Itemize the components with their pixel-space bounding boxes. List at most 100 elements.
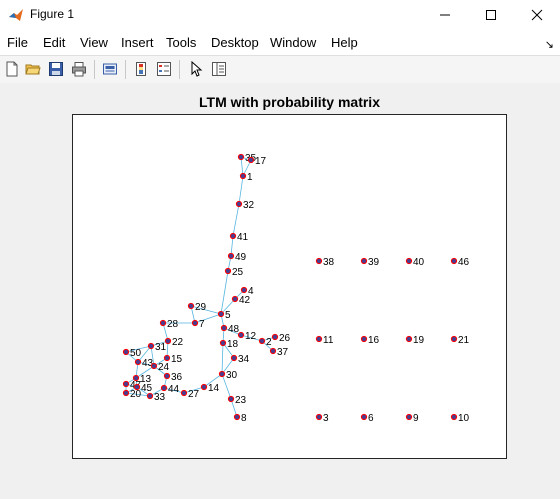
graph-node-15 bbox=[163, 354, 171, 362]
graph-node-14 bbox=[200, 383, 208, 391]
graph-edge bbox=[232, 203, 240, 237]
dock-arrow-icon[interactable]: ↘ bbox=[544, 39, 554, 51]
graph-node-12 bbox=[237, 331, 245, 339]
print-icon bbox=[72, 62, 86, 77]
graph-node-6 bbox=[360, 413, 368, 421]
graph-node-label: 27 bbox=[188, 389, 200, 400]
graph-node-label: 26 bbox=[279, 333, 291, 344]
graph-edge bbox=[221, 357, 235, 375]
menu-help[interactable]: Help bbox=[331, 35, 358, 50]
graph-node-25 bbox=[224, 267, 232, 275]
toolbar-separator bbox=[125, 60, 126, 79]
graph-node-28 bbox=[159, 319, 167, 327]
graph-node-8 bbox=[233, 413, 241, 421]
graph-node-label: 40 bbox=[413, 257, 425, 268]
menu-window[interactable]: Window bbox=[270, 35, 317, 50]
close-icon bbox=[531, 9, 543, 21]
menu-bar: File Edit View Insert Tools Desktop Wind… bbox=[0, 30, 560, 55]
graph-edge bbox=[125, 392, 151, 397]
graph-node-label: 24 bbox=[158, 362, 170, 373]
graph-edge bbox=[163, 387, 185, 394]
plot-axes[interactable]: 3517132414925442295287481226222183137501… bbox=[72, 114, 507, 459]
maximize-button[interactable] bbox=[468, 0, 514, 30]
graph-node-31 bbox=[147, 342, 155, 350]
graph-node-33 bbox=[146, 392, 154, 400]
graph-node-21 bbox=[450, 335, 458, 343]
window-title: Figure 1 bbox=[30, 7, 75, 21]
graph-node-48 bbox=[220, 324, 228, 332]
graph-node-label: 33 bbox=[154, 392, 166, 403]
graph-node-label: 10 bbox=[458, 413, 470, 424]
graph-node-label: 31 bbox=[155, 342, 167, 353]
open-file-button[interactable] bbox=[24, 60, 42, 78]
graph-node-label: 7 bbox=[199, 319, 205, 330]
minimize-icon bbox=[440, 14, 450, 16]
graph-node-label: 43 bbox=[142, 358, 154, 369]
graph-edge bbox=[222, 342, 235, 359]
graph-node-45 bbox=[133, 383, 141, 391]
save-icon bbox=[49, 62, 63, 76]
graph-node-label: 49 bbox=[235, 252, 247, 263]
graph-edge bbox=[238, 175, 244, 205]
pointer-button[interactable] bbox=[187, 60, 205, 78]
graph-edge bbox=[230, 398, 238, 418]
minimize-button[interactable] bbox=[422, 0, 468, 30]
graph-node-7 bbox=[191, 319, 199, 327]
graph-node-17 bbox=[247, 156, 255, 164]
graph-node-49 bbox=[227, 252, 235, 260]
graph-node-44 bbox=[160, 384, 168, 392]
graph-node-18 bbox=[219, 339, 227, 347]
graph-node-label: 39 bbox=[368, 257, 380, 268]
graph-node-label: 44 bbox=[168, 384, 180, 395]
graph-edge bbox=[203, 373, 223, 388]
graph-node-label: 29 bbox=[195, 302, 207, 313]
maximize-icon bbox=[486, 10, 496, 20]
figure-toolbar bbox=[0, 55, 560, 84]
save-button[interactable] bbox=[47, 60, 65, 78]
graph-node-label: 14 bbox=[208, 383, 220, 394]
link-button[interactable] bbox=[101, 60, 119, 78]
link-icon bbox=[103, 63, 117, 75]
graph-node-label: 50 bbox=[130, 348, 142, 359]
graph-node-label: 8 bbox=[241, 413, 247, 424]
graph-node-label: 19 bbox=[413, 335, 425, 346]
graph-node-label: 34 bbox=[238, 354, 250, 365]
toolbar-separator bbox=[94, 60, 95, 79]
legend-button[interactable] bbox=[155, 60, 173, 78]
graph-node-label: 48 bbox=[228, 324, 240, 335]
new-figure-button[interactable] bbox=[3, 60, 21, 78]
menu-tools[interactable]: Tools bbox=[166, 35, 197, 50]
graph-edge bbox=[220, 298, 236, 315]
graph-node-label: 42 bbox=[239, 295, 251, 306]
graph-node-22 bbox=[164, 337, 172, 345]
graph-node-label: 46 bbox=[458, 257, 470, 268]
graph-edge bbox=[125, 345, 152, 353]
graph-node-26 bbox=[271, 333, 279, 341]
menu-edit[interactable]: Edit bbox=[43, 35, 66, 50]
close-button[interactable] bbox=[514, 0, 560, 30]
graph-node-label: 4 bbox=[248, 286, 254, 297]
graph-node-46 bbox=[450, 257, 458, 265]
property-inspector-button[interactable] bbox=[210, 60, 228, 78]
graph-edge bbox=[162, 322, 169, 342]
graph-node-label: 30 bbox=[226, 370, 238, 381]
new-figure-icon bbox=[6, 61, 18, 77]
menu-view[interactable]: View bbox=[80, 35, 108, 50]
graph-node-16 bbox=[360, 335, 368, 343]
graph-edge bbox=[135, 365, 155, 379]
graph-edge bbox=[137, 345, 152, 363]
graph-node-label: 3 bbox=[323, 413, 329, 424]
graph-edge bbox=[150, 345, 155, 367]
colorbar-button[interactable] bbox=[132, 60, 150, 78]
graph-node-label: 16 bbox=[368, 335, 380, 346]
graph-node-label: 22 bbox=[172, 337, 184, 348]
graph-node-label: 6 bbox=[368, 413, 374, 424]
graph-edge bbox=[194, 313, 222, 324]
menu-desktop[interactable]: Desktop bbox=[211, 35, 259, 50]
graph-node-39 bbox=[360, 257, 368, 265]
menu-file[interactable]: File bbox=[7, 35, 28, 50]
print-button[interactable] bbox=[70, 60, 88, 78]
property-inspector-icon bbox=[212, 62, 226, 76]
graph-node-label: 28 bbox=[167, 319, 179, 330]
menu-insert[interactable]: Insert bbox=[121, 35, 154, 50]
